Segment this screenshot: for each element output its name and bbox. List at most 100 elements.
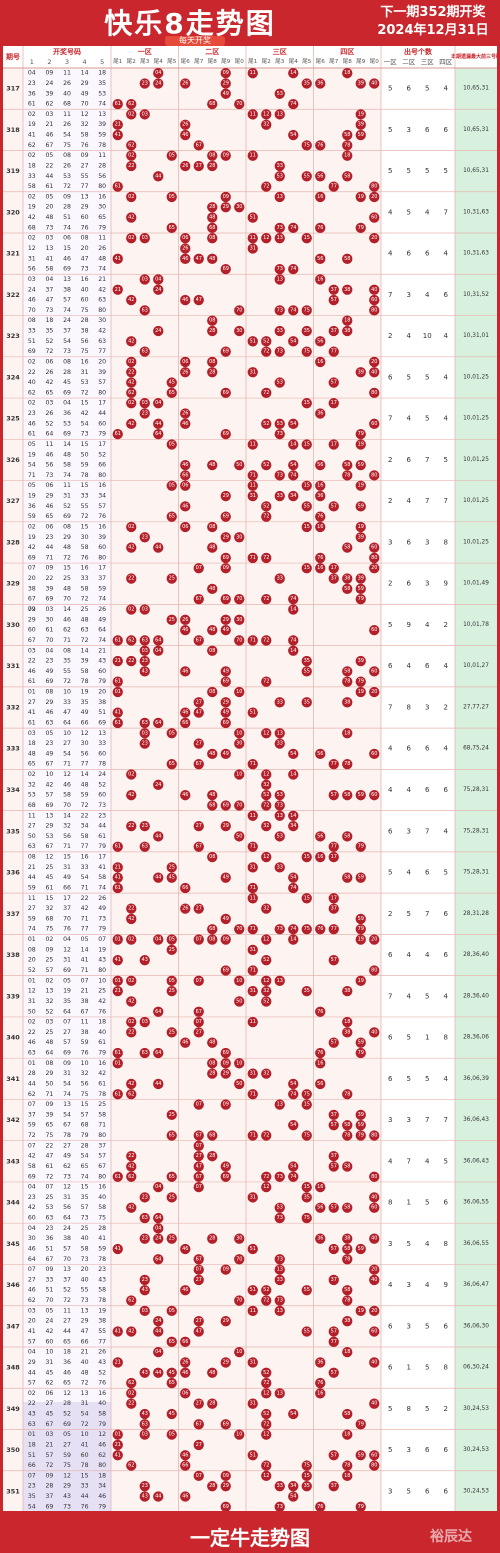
ball-mark: 40 bbox=[369, 1027, 380, 1038]
svg-text:60: 60 bbox=[371, 421, 377, 427]
ball-mark: 55 bbox=[301, 1285, 312, 1296]
svg-text:74: 74 bbox=[290, 225, 296, 231]
svg-text:40: 40 bbox=[371, 369, 377, 375]
ball-mark: 72 bbox=[261, 346, 272, 357]
ball-mark: 79 bbox=[355, 594, 366, 605]
draw-number: 75 bbox=[81, 307, 89, 314]
ball-mark: 71 bbox=[247, 1089, 258, 1100]
header-tail-label: 尾2 bbox=[127, 58, 136, 65]
svg-text:05: 05 bbox=[169, 730, 175, 736]
svg-text:68: 68 bbox=[209, 1133, 215, 1139]
svg-text:42: 42 bbox=[128, 297, 134, 303]
count-value: 6 bbox=[388, 1364, 393, 1372]
row-period: 319 bbox=[6, 167, 20, 175]
draw-number: 15 bbox=[81, 482, 89, 489]
draw-column-bg bbox=[23, 68, 111, 1512]
draw-number: 03 bbox=[28, 1307, 36, 1314]
draw-number: 08 bbox=[63, 647, 71, 654]
draw-number: 12 bbox=[28, 988, 36, 995]
svg-text:57: 57 bbox=[331, 1329, 337, 1335]
svg-text:46: 46 bbox=[182, 503, 188, 509]
ball-mark: 47 bbox=[193, 1326, 204, 1337]
draw-number: 35 bbox=[45, 328, 53, 335]
ball-mark: 73 bbox=[274, 429, 285, 440]
draw-number: 56 bbox=[45, 462, 53, 469]
ball-mark: 26 bbox=[180, 119, 191, 130]
draw-number: 39 bbox=[98, 534, 106, 541]
draw-number: 35 bbox=[98, 80, 106, 87]
prediction-value: 75,28,31 bbox=[463, 828, 489, 834]
ball-mark: 49 bbox=[220, 1161, 231, 1172]
svg-text:46: 46 bbox=[182, 792, 188, 798]
ball-mark: 79 bbox=[355, 222, 366, 234]
ball-mark: 48 bbox=[207, 790, 218, 801]
ball-mark: 74 bbox=[288, 882, 299, 894]
draw-number: 58 bbox=[81, 585, 89, 592]
draw-number: 69 bbox=[28, 1173, 36, 1180]
svg-text:48: 48 bbox=[209, 627, 215, 633]
draw-number: 73 bbox=[81, 431, 89, 438]
count-value: 6 bbox=[388, 1075, 393, 1083]
draw-number: 77 bbox=[81, 183, 89, 190]
ball-mark: 69 bbox=[220, 800, 231, 811]
ball-mark: 62 bbox=[126, 1377, 137, 1389]
ball-mark: 53 bbox=[274, 790, 285, 801]
ball-mark: 39 bbox=[355, 573, 366, 584]
draw-number: 25 bbox=[45, 1194, 53, 1201]
draw-number: 05 bbox=[45, 152, 53, 159]
svg-text:31: 31 bbox=[250, 1359, 256, 1365]
svg-text:54: 54 bbox=[290, 751, 296, 757]
draw-number: 73 bbox=[45, 224, 53, 231]
svg-text:02: 02 bbox=[128, 153, 134, 159]
ball-mark: 48 bbox=[207, 748, 218, 760]
draw-number: 80 bbox=[98, 1462, 106, 1469]
ball-mark: 46 bbox=[180, 1450, 191, 1461]
svg-text:50: 50 bbox=[236, 462, 242, 468]
count-value: 7 bbox=[425, 827, 429, 835]
ball-mark: 33 bbox=[274, 862, 285, 873]
ball-mark: 56 bbox=[315, 748, 326, 760]
draw-number: 24 bbox=[28, 286, 36, 293]
draw-number: 46 bbox=[98, 1441, 106, 1448]
page-title: 快乐8走势图 bbox=[104, 7, 276, 40]
svg-text:77: 77 bbox=[331, 926, 337, 932]
ball-mark: 05 bbox=[166, 975, 177, 986]
draw-number: 72 bbox=[63, 1297, 71, 1304]
svg-text:54: 54 bbox=[290, 875, 296, 881]
draw-number: 62 bbox=[63, 627, 71, 634]
svg-text:69: 69 bbox=[223, 390, 229, 396]
svg-text:62: 62 bbox=[128, 142, 134, 148]
svg-text:67: 67 bbox=[196, 761, 202, 767]
draw-number: 10 bbox=[45, 771, 53, 778]
draw-number: 62 bbox=[98, 1452, 106, 1459]
draw-number: 08 bbox=[45, 689, 53, 696]
svg-text:20: 20 bbox=[371, 565, 377, 571]
draw-number: 59 bbox=[28, 884, 36, 891]
svg-text:21: 21 bbox=[115, 988, 121, 994]
ball-mark: 52 bbox=[261, 501, 272, 512]
svg-text:24: 24 bbox=[155, 287, 161, 293]
ball-mark: 54 bbox=[288, 336, 299, 347]
footer-title: 一定牛走势图 bbox=[190, 1526, 310, 1550]
svg-text:80: 80 bbox=[371, 390, 377, 396]
draw-number: 51 bbox=[98, 709, 106, 716]
draw-number: 27 bbox=[63, 1029, 71, 1036]
ball-mark: 67 bbox=[193, 841, 204, 852]
svg-text:18: 18 bbox=[344, 1473, 350, 1479]
svg-text:73: 73 bbox=[277, 802, 283, 808]
draw-number: 80 bbox=[98, 1173, 106, 1180]
svg-text:50: 50 bbox=[236, 998, 242, 1004]
ball-mark: 68 bbox=[207, 924, 218, 935]
draw-number: 69 bbox=[45, 678, 53, 685]
ball-mark: 42 bbox=[126, 1326, 137, 1337]
ball-mark: 52 bbox=[261, 790, 272, 801]
draw-number: 19 bbox=[28, 451, 36, 458]
draw-number: 05 bbox=[81, 936, 89, 943]
ball-mark: 21 bbox=[112, 119, 123, 130]
draw-number: 44 bbox=[28, 874, 36, 881]
ball-mark: 69 bbox=[220, 717, 231, 729]
svg-text:75: 75 bbox=[304, 1463, 310, 1469]
draw-number: 22 bbox=[28, 1400, 36, 1407]
svg-text:06: 06 bbox=[182, 235, 188, 241]
prediction-value: 30,24,53 bbox=[463, 1447, 489, 1453]
